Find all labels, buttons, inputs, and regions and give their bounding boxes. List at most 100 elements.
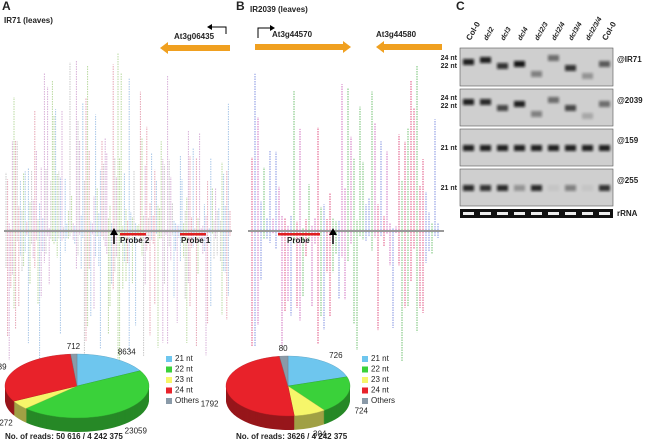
pie-charts: 8634 21 nt 23059 22 nt 2272 23 nt 15 939 24 nt 7… — [0, 342, 395, 441]
band — [497, 105, 508, 111]
size-marker: 22 nt — [441, 63, 458, 70]
band — [548, 55, 559, 61]
panel-label: B — [236, 0, 245, 13]
probe-label: Probe 2 — [120, 236, 150, 245]
pie-slice — [287, 355, 348, 387]
gene-arrowhead — [160, 42, 168, 54]
band — [514, 145, 525, 151]
legend-swatch — [362, 377, 368, 383]
value-label: 8634 — [118, 348, 136, 357]
tss-arrowhead — [270, 25, 275, 31]
band — [514, 185, 525, 191]
lane-label: dcl2/4 — [551, 21, 567, 42]
value-label: 2272 — [0, 418, 13, 427]
band — [565, 185, 576, 191]
lane-label: dcl2 — [483, 26, 496, 42]
size-marker: 24 nt — [441, 55, 458, 62]
band — [463, 185, 474, 191]
gene-label: At3g44580 — [376, 30, 417, 39]
legend-swatch — [166, 366, 172, 373]
probe-label: @159 — [617, 136, 639, 145]
probe-label: @255 — [617, 176, 639, 185]
legend-label: 24 nt — [371, 386, 390, 395]
band — [582, 113, 593, 119]
legend-swatch — [166, 398, 172, 404]
probe-label: Probe — [287, 236, 310, 245]
probe-bar — [180, 233, 206, 236]
band — [565, 65, 576, 71]
pie-slice — [76, 353, 141, 387]
band — [582, 145, 593, 151]
rrna-band — [565, 212, 576, 215]
band — [548, 185, 559, 191]
value-label: 23059 — [125, 426, 148, 435]
gene-label: At3g06435 — [174, 32, 215, 41]
band — [531, 185, 542, 191]
legend-swatch — [362, 398, 368, 404]
legend-label: Others — [371, 396, 395, 405]
size-marker: 21 nt — [441, 145, 458, 152]
band — [548, 145, 559, 151]
panel-label: C — [456, 0, 465, 13]
panel-title: IR2039 (leaves) — [250, 5, 308, 14]
rrna-band — [480, 212, 491, 215]
band — [565, 145, 576, 151]
band — [531, 71, 542, 77]
blot-panel — [459, 88, 614, 127]
lane-label: Col-0 — [600, 20, 618, 42]
value-label: 726 — [329, 351, 343, 360]
panel-label: A — [2, 0, 11, 13]
value-label: 712 — [67, 342, 81, 351]
arrowhead — [110, 228, 118, 235]
band — [514, 61, 525, 67]
rrna-band — [463, 212, 474, 215]
rrna-band — [514, 212, 525, 215]
legend-swatch — [362, 387, 368, 394]
value-label: 80 — [279, 344, 288, 353]
band — [463, 59, 474, 65]
lane-label: dcl4 — [517, 26, 530, 42]
lane-label: Col-0 — [464, 20, 482, 42]
legend-label: 23 nt — [175, 375, 194, 384]
tss-arrow — [212, 26, 227, 34]
lane-label: dcl3 — [500, 26, 513, 42]
value-label: 15 939 — [0, 363, 7, 372]
legend-label: 22 nt — [175, 365, 194, 374]
band — [548, 97, 559, 103]
band — [497, 63, 508, 69]
band — [531, 111, 542, 117]
pie-slice — [279, 355, 289, 387]
value-label: 1792 — [201, 400, 219, 409]
pie-title: No. of reads: 3626 / 4 242 375 — [236, 432, 348, 441]
pie-slice — [70, 353, 78, 387]
size-marker: 21 nt — [441, 185, 458, 192]
gene-bar — [255, 44, 343, 50]
band — [463, 145, 474, 151]
gene-bar — [384, 44, 442, 50]
band — [565, 105, 576, 111]
tss-arrow — [257, 27, 270, 38]
size-marker: 22 nt — [441, 103, 458, 110]
lane-label: dcl2/3 — [534, 21, 550, 42]
gene-bar — [168, 45, 230, 51]
band — [480, 185, 491, 191]
northern-blot: Col-0 dcl2 dcl3 dcl4 dcl2/3 dcl2/4 dcl3/4 dcl2/… — [441, 16, 643, 218]
rrna-band — [582, 212, 593, 215]
legend-swatch — [362, 356, 368, 362]
band — [582, 73, 593, 79]
legend-label: 21 nt — [371, 354, 390, 363]
probe-label: @2039 — [617, 96, 643, 105]
rrna-band — [531, 212, 542, 215]
gene-label: At3g44570 — [272, 30, 313, 39]
gene-arrowhead — [376, 41, 384, 53]
band — [480, 99, 491, 105]
legend-label: 22 nt — [371, 365, 390, 374]
legend-label: Others — [175, 396, 199, 405]
pie-slice — [4, 353, 78, 402]
tss-arrowhead — [207, 24, 212, 30]
legend-label: 24 nt — [175, 386, 194, 395]
pie-slice — [25, 370, 150, 419]
panel-title: IR71 (leaves) — [4, 16, 53, 25]
blot-panel — [459, 47, 614, 87]
